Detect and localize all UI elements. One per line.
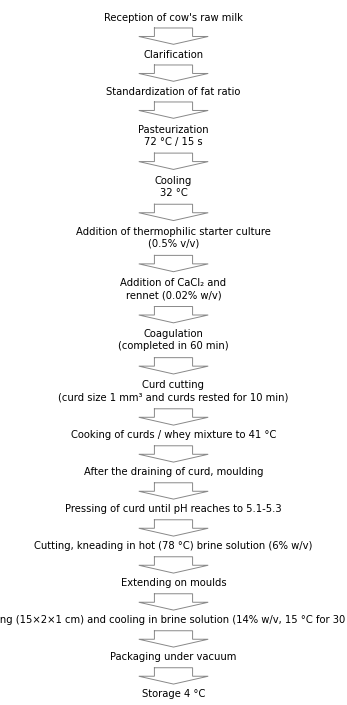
Text: Standardization of fat ratio: Standardization of fat ratio: [106, 87, 241, 97]
Text: Extending on moulds: Extending on moulds: [121, 578, 226, 589]
Polygon shape: [139, 446, 208, 462]
Polygon shape: [139, 102, 208, 118]
Text: Cutting (15×2×1 cm) and cooling in brine solution (14% w/v, 15 °C for 30 min): Cutting (15×2×1 cm) and cooling in brine…: [0, 615, 347, 625]
Text: Coagulation
(completed in 60 min): Coagulation (completed in 60 min): [118, 329, 229, 351]
Text: Addition of CaCl₂ and
rennet (0.02% w/v): Addition of CaCl₂ and rennet (0.02% w/v): [120, 278, 227, 300]
Polygon shape: [139, 255, 208, 271]
Polygon shape: [139, 520, 208, 536]
Text: Reception of cow's raw milk: Reception of cow's raw milk: [104, 13, 243, 23]
Text: Cutting, kneading in hot (78 °C) brine solution (6% w/v): Cutting, kneading in hot (78 °C) brine s…: [34, 541, 313, 551]
Polygon shape: [139, 409, 208, 425]
Text: After the draining of curd, moulding: After the draining of curd, moulding: [84, 467, 263, 477]
Polygon shape: [139, 668, 208, 684]
Polygon shape: [139, 153, 208, 169]
Text: Pressing of curd until pH reaches to 5.1-5.3: Pressing of curd until pH reaches to 5.1…: [65, 505, 282, 515]
Text: Cooking of curds / whey mixture to 41 °C: Cooking of curds / whey mixture to 41 °C: [71, 431, 276, 441]
Polygon shape: [139, 204, 208, 221]
Polygon shape: [139, 631, 208, 647]
Polygon shape: [139, 357, 208, 374]
Polygon shape: [139, 483, 208, 499]
Text: Pasteurization
72 °C / 15 s: Pasteurization 72 °C / 15 s: [138, 125, 209, 147]
Text: Clarification: Clarification: [143, 49, 204, 60]
Polygon shape: [139, 557, 208, 573]
Text: Packaging under vacuum: Packaging under vacuum: [110, 652, 237, 663]
Text: Storage 4 °C: Storage 4 °C: [142, 689, 205, 699]
Text: Addition of thermophilic starter culture
(0.5% v/v): Addition of thermophilic starter culture…: [76, 227, 271, 249]
Text: Cooling
32 °C: Cooling 32 °C: [155, 176, 192, 198]
Polygon shape: [139, 594, 208, 610]
Text: Curd cutting
(curd size 1 mm³ and curds rested for 10 min): Curd cutting (curd size 1 mm³ and curds …: [58, 381, 289, 403]
Polygon shape: [139, 307, 208, 323]
Polygon shape: [139, 65, 208, 81]
Polygon shape: [139, 28, 208, 44]
